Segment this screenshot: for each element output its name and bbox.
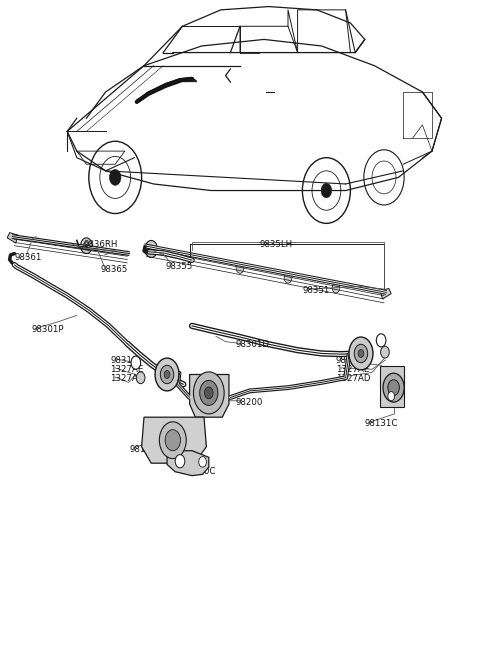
Polygon shape: [380, 366, 404, 407]
Text: 98100: 98100: [130, 445, 157, 454]
Circle shape: [204, 387, 213, 399]
Text: 98318: 98318: [110, 355, 138, 365]
Circle shape: [193, 372, 224, 414]
Text: 98351: 98351: [302, 286, 330, 295]
Text: 1327AD: 1327AD: [336, 374, 371, 383]
Text: 1327AE: 1327AE: [336, 365, 370, 374]
Polygon shape: [190, 374, 229, 417]
Circle shape: [358, 350, 364, 357]
Circle shape: [236, 263, 244, 273]
Text: 98365: 98365: [101, 265, 128, 274]
Circle shape: [164, 371, 170, 378]
Circle shape: [148, 245, 154, 253]
Text: 98160C: 98160C: [182, 467, 216, 476]
Circle shape: [109, 170, 121, 185]
Circle shape: [376, 334, 386, 347]
Circle shape: [332, 283, 340, 293]
Text: 98200: 98200: [235, 397, 263, 407]
Circle shape: [160, 365, 174, 384]
Text: 98301P: 98301P: [31, 325, 64, 334]
Circle shape: [284, 273, 292, 283]
Circle shape: [388, 392, 395, 401]
Circle shape: [199, 457, 206, 467]
Circle shape: [175, 455, 185, 468]
Text: 9836RH: 9836RH: [84, 240, 119, 249]
Polygon shape: [7, 233, 18, 243]
Circle shape: [81, 238, 92, 254]
Circle shape: [388, 380, 399, 396]
Circle shape: [349, 337, 373, 370]
Circle shape: [155, 358, 179, 391]
Circle shape: [165, 430, 180, 451]
Circle shape: [381, 346, 389, 358]
Text: 1327AD: 1327AD: [110, 374, 145, 383]
Circle shape: [200, 380, 218, 405]
Text: 1327AE: 1327AE: [110, 365, 144, 374]
Circle shape: [136, 372, 145, 384]
Text: 98355: 98355: [166, 261, 193, 271]
Polygon shape: [142, 417, 206, 463]
Polygon shape: [137, 78, 197, 103]
Circle shape: [145, 240, 157, 258]
Circle shape: [131, 356, 141, 369]
Circle shape: [84, 242, 89, 250]
Circle shape: [159, 422, 186, 459]
Polygon shape: [167, 451, 209, 476]
Circle shape: [383, 373, 404, 402]
Text: 98361: 98361: [14, 253, 42, 262]
Text: 9835LH: 9835LH: [259, 240, 292, 249]
Text: 98301D: 98301D: [235, 340, 269, 350]
Text: 98131C: 98131C: [365, 419, 398, 428]
Circle shape: [321, 183, 332, 198]
Circle shape: [354, 344, 368, 363]
Text: 98318: 98318: [336, 355, 363, 365]
Polygon shape: [380, 288, 391, 299]
